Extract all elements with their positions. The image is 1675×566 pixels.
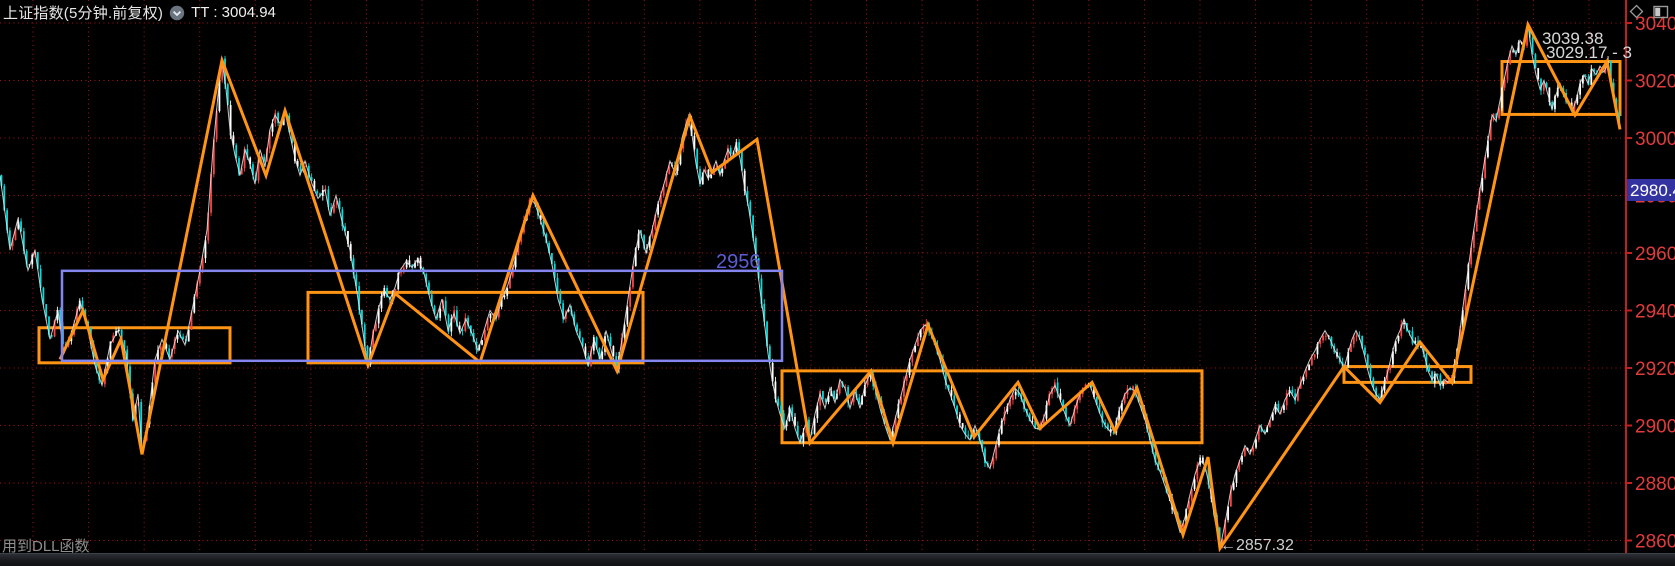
- last-price-badge: 2980.4: [1627, 179, 1675, 201]
- chart-header: 上证指数(5分钟.前复权) TT : 3004.94: [3, 2, 276, 23]
- axis-tick-label: 2900: [1635, 417, 1675, 438]
- minor-zigzag-line: [0, 24, 1621, 549]
- diamond-icon[interactable]: [1629, 4, 1644, 24]
- window-bottom-edge: [0, 553, 1675, 566]
- last-price-badge-text: 2980.4: [1630, 181, 1675, 200]
- axis-tick-label: 2940: [1635, 302, 1675, 323]
- price-axis[interactable]: 3040302030002980296029402920290028802860: [1625, 0, 1675, 553]
- candles: [0, 27, 1621, 551]
- axis-tick-label: 3040: [1635, 14, 1675, 35]
- grid: [0, 0, 1626, 552]
- major-zigzag-line: [58, 20, 1622, 553]
- symbol-period-title: 上证指数(5分钟.前复权): [3, 5, 164, 22]
- second-peak-label: 3029.17 - 3: [1546, 43, 1632, 62]
- axis-tick-label: 2880: [1635, 474, 1675, 495]
- chevron-down-icon[interactable]: [169, 5, 185, 21]
- axis-tick-label: 3000: [1635, 129, 1675, 150]
- window-corner-tools: [1629, 4, 1669, 24]
- chart-annotations: 2956 3039.38 3029.17 - 3 ←2857.32: [716, 29, 1632, 554]
- axis-tick-label: 2960: [1635, 244, 1675, 265]
- level-label-2956: 2956: [716, 251, 761, 273]
- split-square-icon[interactable]: [1653, 5, 1669, 24]
- indicator-note: 用到DLL函数: [2, 538, 90, 555]
- axis-tick-label: 3020: [1635, 72, 1675, 93]
- axis-tick-label: 2860: [1635, 532, 1675, 553]
- axis-tick-label: 2920: [1635, 359, 1675, 380]
- indicator-value: TT : 3004.94: [191, 4, 276, 21]
- price-level-box: [60, 269, 784, 363]
- low-label: ←2857.32: [1220, 537, 1294, 554]
- high-label: 3039.38: [1542, 29, 1603, 48]
